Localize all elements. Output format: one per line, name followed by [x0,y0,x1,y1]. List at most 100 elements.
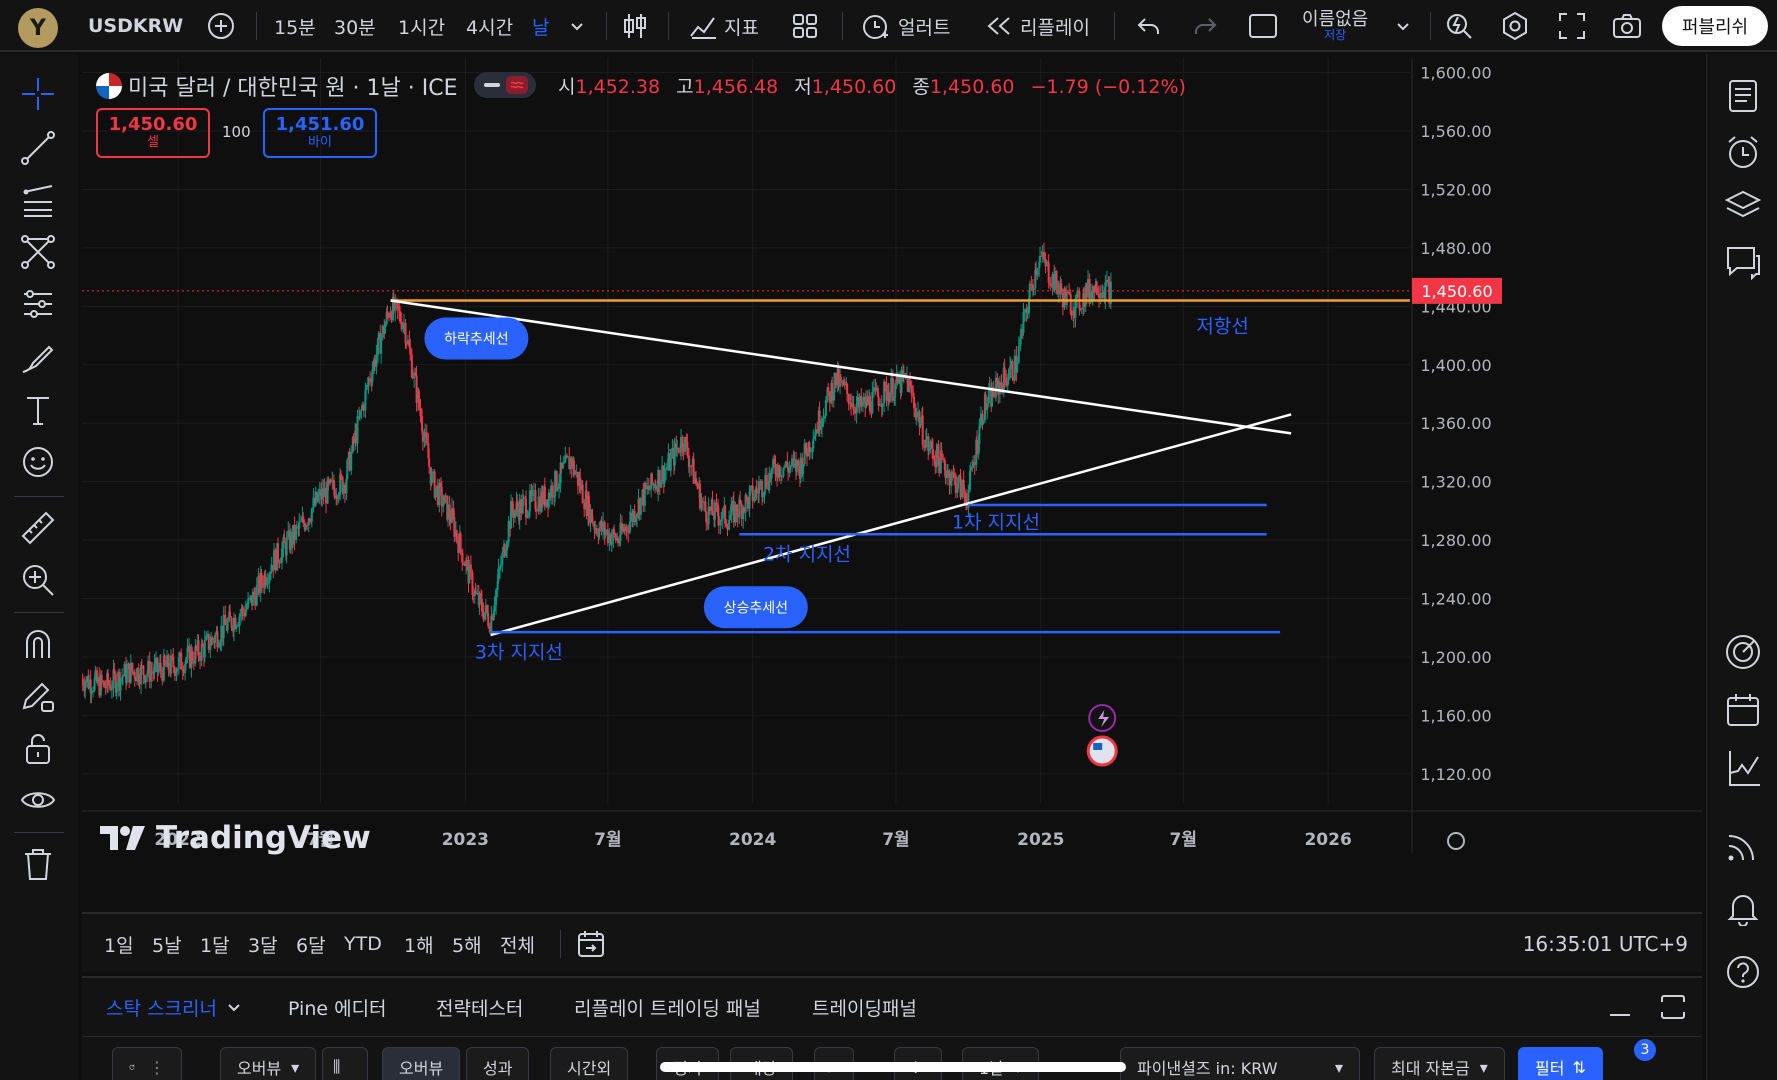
range-1d[interactable]: 1일 [104,934,134,957]
notifications-button[interactable] [1721,886,1765,930]
interval-1h[interactable]: 1시간 [398,16,446,39]
tab-pine-editor[interactable]: Pine 에디터 [288,997,387,1020]
interval-dropdown[interactable] [568,0,586,52]
filters-button[interactable]: 필터 ⇅ [1518,1047,1603,1080]
settings-button[interactable] [1500,0,1530,52]
alerts-button[interactable] [1721,130,1765,174]
sell-button[interactable]: 1,450.60 셀 [96,108,210,158]
remove-drawings-tool[interactable] [18,844,58,884]
tab-trading-panel[interactable]: 트레이딩패널 [812,997,917,1020]
zoom-tool[interactable] [18,560,58,600]
chart-type-button[interactable] [622,0,648,52]
layout-dropdown[interactable] [1394,0,1412,52]
brush-tool[interactable] [18,338,58,378]
maximize-panel-button[interactable] [1660,978,1686,1036]
market-select[interactable]: 파이낸셜즈 in: KRW ▾ [1120,1047,1360,1080]
redo-button[interactable] [1192,0,1218,52]
candle-body [430,473,433,485]
column-set-overview[interactable]: 오버뷰 [382,1047,461,1080]
tab-stock-screener[interactable]: 스탁 스크리너 [106,978,243,1036]
columns-button[interactable]: ⫼ [322,1047,368,1080]
interval-30m[interactable]: 30분 [334,16,376,39]
layouts-button[interactable] [792,0,818,52]
candle-body [904,373,907,378]
text-tool[interactable] [18,390,58,430]
minimize-panel-button[interactable] [1608,978,1632,1036]
forecast-tool[interactable] [18,284,58,324]
range-ytd[interactable]: YTD [344,933,382,955]
range-6m[interactable]: 6달 [296,934,326,957]
quick-search-button[interactable] [1444,0,1474,52]
interval-15m[interactable]: 15분 [274,16,316,39]
chart-line-icon [1729,751,1760,786]
crosshair-tool[interactable] [18,74,58,114]
candle-body [719,521,722,526]
candle-body [1049,282,1052,286]
symbol-legend[interactable]: 미국 달러 / 대한민국 원 · 1날 · ICE [96,70,458,102]
goto-date-button[interactable] [576,914,606,974]
range-all[interactable]: 전체 [500,934,535,957]
replay-button[interactable]: 리플레이 [986,0,1090,52]
lock-drawings-tool[interactable] [18,728,58,768]
publish-button[interactable]: 퍼블리쉬 [1662,6,1768,46]
candle-body [166,655,169,667]
pattern-tool[interactable] [18,232,58,272]
fullscreen-button[interactable] [1558,0,1586,52]
target-icon [1726,635,1760,669]
column-set-performance[interactable]: 성과 [466,1047,530,1080]
pine-analytics-button[interactable] [1721,746,1765,790]
hotlists-button[interactable] [1721,630,1765,674]
snapshot-button[interactable] [1612,0,1642,52]
help-button[interactable] [1721,950,1765,994]
stay-drawing-tool[interactable] [18,676,58,716]
tradingview-logo[interactable]: TradingView [100,820,371,856]
range-5y[interactable]: 5해 [452,934,482,957]
measure-tool[interactable] [18,508,58,548]
fullscreen-select-button[interactable] [1248,0,1278,52]
compare-add-button[interactable] [206,0,236,52]
indicators-button[interactable]: 지표 [688,0,759,52]
range-5d[interactable]: 5날 [152,934,182,957]
refresh-button[interactable]: ⋮ [112,1047,182,1080]
range-3m[interactable]: 3달 [248,934,278,957]
screen-select[interactable]: 오버뷰 ▾ [220,1047,317,1080]
candle-series [82,242,1112,704]
fib-tool[interactable] [18,180,58,220]
column-set-extended-hours[interactable]: 시간외 [550,1047,629,1080]
symbol-search[interactable]: USDKRW [88,15,184,37]
object-tree-button[interactable] [1721,184,1765,228]
candle-body [348,452,351,471]
candle-body [138,681,141,685]
tab-replay-trading[interactable]: 리플레이 트레이딩 패널 [574,997,761,1020]
calendar-button[interactable] [1721,688,1765,732]
hide-drawings-tool[interactable] [18,780,58,820]
market-cap-filter[interactable]: 최대 자본금 ▾ [1374,1047,1505,1080]
candle-body [720,519,723,522]
candle-body [715,502,718,505]
alert-button[interactable]: 얼러트 [860,0,950,52]
range-1m[interactable]: 1달 [200,934,230,957]
chats-button[interactable] [1721,240,1765,284]
candle-body [415,375,418,403]
tab-strategy-tester[interactable]: 전략테스터 [436,997,524,1020]
news-feed-button[interactable] [1721,824,1765,868]
order-quantity[interactable]: 100 [222,123,251,141]
layout-name[interactable]: 이름없음 저장 [1302,0,1368,52]
chart-pane[interactable]: 저항선 1차 지지선 2차 지지선 3차 지지선 하락추세선 상승추세선 1,600.00… [82,58,1702,910]
emoji-tool[interactable] [18,442,58,482]
trendline-tool[interactable] [18,128,58,168]
interval-day[interactable]: 날 [532,16,550,39]
candle-body [524,497,527,499]
interval-4h[interactable]: 4시간 [466,16,514,39]
undo-button[interactable] [1136,0,1162,52]
market-status-pill[interactable] [474,72,536,98]
range-1y[interactable]: 1해 [404,934,434,957]
buy-button[interactable]: 1,451.60 바이 [263,108,377,158]
candle-body [94,670,97,679]
candle-body [318,489,321,496]
timezone-clock[interactable]: 16:35:01 UTC+9 [1522,932,1688,956]
watchlist-button[interactable] [1721,74,1765,118]
avatar[interactable]: Y [18,8,58,48]
magnet-tool[interactable] [18,624,58,664]
